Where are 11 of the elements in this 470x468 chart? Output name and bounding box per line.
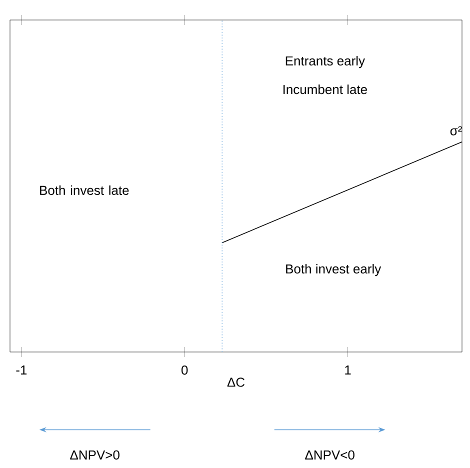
x-tick-label: -1 — [16, 366, 27, 374]
x-tick-label: 0 — [181, 366, 188, 375]
annotation: σ² — [450, 126, 462, 136]
annotation: Both invest late — [40, 185, 129, 195]
x-tick-label: 1 — [345, 366, 351, 374]
text: Entrants early — [286, 56, 365, 68]
text: ΔNPV>0 — [70, 450, 120, 460]
text: ΔNPV<0 — [305, 450, 354, 460]
x-axis-title: ΔC — [227, 378, 245, 387]
annotation: Both invest early — [286, 264, 382, 276]
text: Incumbent late — [284, 84, 367, 94]
